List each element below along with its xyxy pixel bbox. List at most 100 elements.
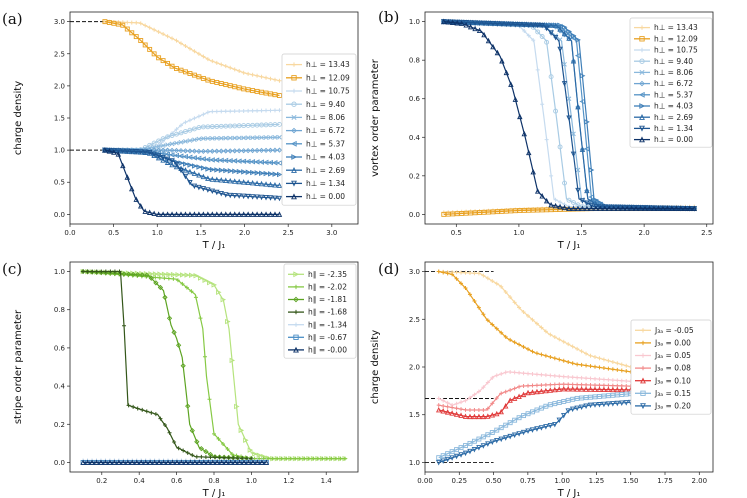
data-point: [112, 270, 118, 277]
data-point: [459, 407, 464, 412]
x-tick-label: 1.50: [623, 477, 639, 485]
data-point: [252, 451, 258, 457]
y-tick-label: 3.0: [409, 268, 420, 276]
data-point: [602, 204, 608, 210]
data-point: [263, 181, 269, 187]
data-point: [193, 272, 199, 279]
data-point: [526, 33, 531, 38]
data-point: [258, 180, 265, 187]
data-point: [503, 389, 508, 394]
data-point: [494, 438, 500, 444]
legend-entry: J₃ₐ = -0.05: [654, 326, 694, 335]
y-tick-label: 3.0: [54, 18, 65, 26]
data-point: [175, 272, 181, 278]
data-point: [539, 352, 544, 357]
data-point: [476, 27, 483, 33]
x-tick-label: 1.25: [589, 477, 605, 485]
data-point: [454, 20, 460, 26]
data-point: [566, 374, 571, 379]
data-point: [624, 379, 629, 384]
legend-entry: h⊥ = 8.06: [306, 113, 345, 122]
data-point: [579, 349, 584, 354]
data-point: [227, 177, 233, 184]
data-point: [592, 394, 598, 400]
data-point: [494, 209, 500, 215]
series-line: [102, 121, 282, 153]
data-point: [601, 377, 606, 382]
data-point: [691, 205, 697, 212]
data-point: [221, 441, 226, 446]
series-line: [102, 147, 283, 217]
data-point: [268, 171, 274, 177]
data-point: [205, 148, 211, 154]
data-point: [610, 378, 615, 383]
data-point: [552, 202, 559, 209]
data-point: [241, 459, 247, 465]
data-point: [178, 211, 184, 217]
data-point: [481, 312, 486, 317]
y-tick-label: 0.2: [409, 172, 420, 180]
data-point: [137, 149, 144, 155]
legend-entry: h⊥ = 10.75: [654, 46, 698, 55]
data-point: [552, 382, 557, 387]
data-point: [214, 176, 220, 183]
series-line: [436, 269, 633, 374]
data-point: [538, 388, 545, 394]
data-point: [198, 275, 204, 281]
data-point: [512, 208, 518, 214]
data-point: [535, 67, 540, 72]
legend-entry: J₃ₐ = 0.10: [654, 376, 691, 385]
data-point: [178, 67, 184, 73]
data-point: [453, 453, 460, 460]
data-point: [450, 211, 456, 217]
data-point: [153, 412, 158, 417]
data-point: [552, 334, 557, 339]
data-point: [223, 82, 229, 88]
data-point: [610, 401, 616, 407]
data-point: [531, 38, 536, 43]
data-point: [254, 170, 261, 176]
data-point: [117, 269, 122, 274]
legend-entry: h⊥ = 9.40: [306, 100, 345, 109]
data-point: [610, 204, 617, 211]
data-point: [227, 459, 234, 465]
data-point: [263, 195, 269, 201]
data-point: [557, 207, 563, 212]
y-tick-label: 0.6: [54, 344, 66, 352]
data-point: [623, 400, 629, 406]
data-point: [212, 431, 216, 436]
data-point: [588, 376, 593, 381]
data-point: [526, 207, 532, 213]
data-point: [583, 395, 589, 401]
data-point: [639, 136, 645, 143]
data-point: [557, 337, 562, 342]
data-point: [170, 36, 175, 41]
data-point: [161, 271, 168, 278]
data-point: [610, 392, 616, 398]
legend-entry: h∥ = -1.68: [308, 308, 347, 317]
data-point: [445, 404, 450, 409]
data-point: [180, 363, 186, 369]
data-point: [232, 67, 237, 72]
data-point: [579, 382, 584, 387]
data-point: [503, 422, 509, 428]
data-point: [102, 459, 109, 465]
data-point: [125, 459, 131, 465]
data-point: [640, 353, 646, 358]
data-point: [227, 211, 233, 217]
data-point: [512, 370, 517, 375]
data-point: [561, 30, 568, 37]
data-point: [218, 211, 225, 217]
data-point: [268, 76, 273, 81]
data-point: [191, 211, 198, 217]
data-point: [530, 207, 536, 213]
data-point: [284, 456, 289, 461]
y-axis-label: charge density: [13, 81, 24, 155]
data-point: [108, 269, 113, 274]
data-point: [601, 366, 606, 371]
data-point: [187, 118, 192, 123]
data-point: [216, 436, 221, 441]
data-point: [263, 170, 270, 177]
data-point: [129, 148, 135, 155]
data-point: [619, 386, 625, 393]
